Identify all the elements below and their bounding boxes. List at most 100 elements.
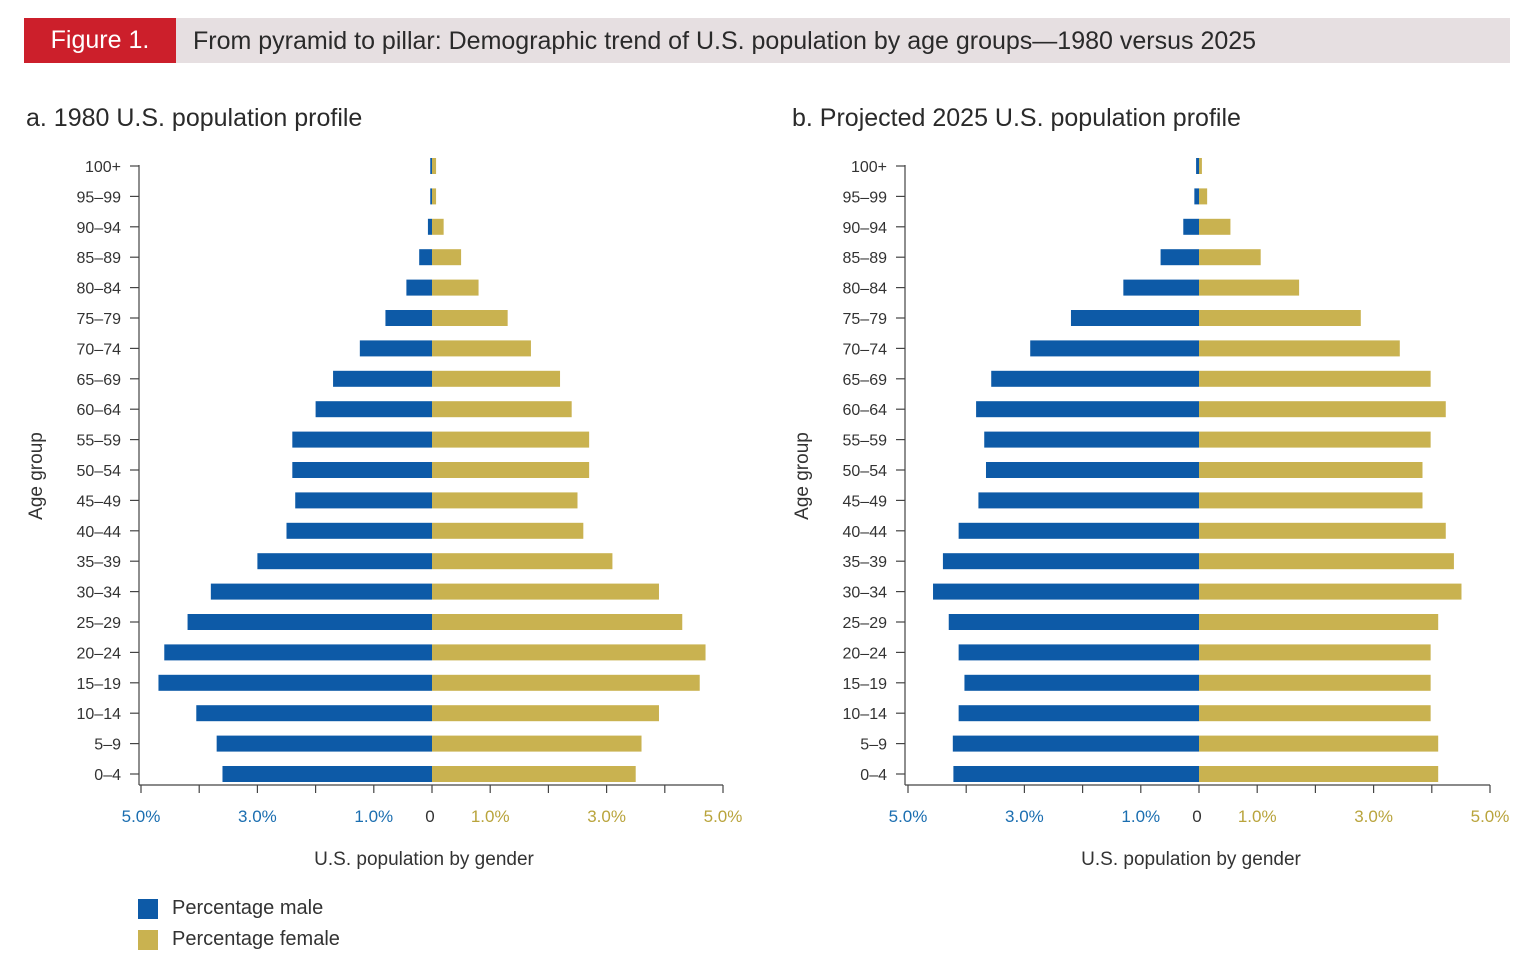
chart-a-y-tick-label: 15–19	[77, 676, 122, 693]
chart-b-bar-male	[1194, 188, 1199, 205]
chart-b-bar-male	[978, 492, 1199, 509]
chart-a-y-axis-label: Age group	[26, 432, 47, 520]
chart-a-x-tick-label: 1.0%	[471, 807, 510, 826]
chart-a-bar-female	[432, 553, 613, 570]
chart-a-bar-male	[427, 218, 432, 235]
chart-a-y-tick-label: 55–59	[77, 433, 122, 450]
chart-a-bar-male	[419, 249, 432, 266]
chart-a-y-tick-label: 45–49	[77, 493, 122, 510]
figure-title: From pyramid to pillar: Demographic tren…	[193, 27, 1257, 55]
chart-a-y-tick-label: 40–44	[77, 524, 122, 541]
legend-male-label: Percentage male	[172, 897, 324, 919]
chart-a-bar-female	[432, 370, 561, 387]
chart-a-bar-male	[164, 644, 432, 661]
chart-b-bar-male	[948, 614, 1199, 630]
chart-a-y-tick-label: 100+	[85, 159, 121, 176]
chart-b-y-tick-label: 45–49	[843, 493, 888, 510]
chart-b-bar-male	[1160, 249, 1199, 266]
chart-b-bar-male	[958, 705, 1199, 722]
chart-b-y-tick-label: 75–79	[843, 311, 888, 328]
chart-a-bar-male	[333, 370, 432, 387]
chart-a-y-tick-label: 0–4	[94, 767, 121, 784]
chart-b-bar-male	[953, 766, 1199, 782]
chart-a-bar-male	[430, 188, 432, 205]
chart-b-bar-female	[1199, 766, 1439, 782]
chart-b-x-tick-label: 5.0%	[1471, 807, 1510, 826]
chart-a-bar-male	[315, 401, 432, 418]
chart-b-bar-male	[984, 431, 1199, 448]
chart-a-x-tick-label: 5.0%	[704, 807, 743, 826]
chart-a-bar-female	[432, 401, 572, 418]
chart-a-x-tick-label: 0	[425, 807, 434, 826]
chart-b-y-tick-label: 80–84	[843, 281, 888, 298]
chart-b-y-tick-label: 30–34	[843, 585, 888, 602]
chart-a-bar-female	[432, 340, 531, 357]
chart-a-bar-female	[432, 522, 584, 539]
chart-b-bar-male	[1030, 340, 1199, 357]
chart-b-bar-female	[1199, 370, 1431, 387]
chart-b-bar-male	[1070, 310, 1199, 326]
chart-b-y-tick-label: 35–39	[843, 554, 888, 571]
chart-a-bar-female	[432, 249, 462, 266]
chart-a-x-tick-label: 3.0%	[238, 807, 277, 826]
chart-b-y-tick-label: 15–19	[843, 676, 888, 693]
chart-a-bar-female	[432, 188, 437, 205]
chart-b-bar-female	[1199, 705, 1431, 722]
chart-b-title: b. Projected 2025 U.S. population profil…	[792, 104, 1241, 132]
chart-b-y-tick-label: 90–94	[843, 220, 888, 237]
chart-a-bar-female	[432, 431, 590, 448]
chart-b-y-tick-label: 40–44	[843, 524, 888, 541]
chart-b-bar-female	[1199, 462, 1423, 478]
chart-a-title: a. 1980 U.S. population profile	[26, 104, 363, 132]
chart-b-bar-male	[991, 370, 1199, 387]
chart-a-bar-male	[430, 158, 432, 174]
chart-b-bar-female	[1199, 340, 1400, 357]
chart-b-x-tick-label: 3.0%	[1354, 807, 1393, 826]
chart-a-y-tick-label: 25–29	[77, 615, 122, 632]
chart-a-y-tick-label: 95–99	[77, 189, 122, 206]
chart-b-bar-male	[1123, 279, 1199, 296]
chart-a-bar-female	[432, 674, 700, 691]
chart-a-y-tick-label: 75–79	[77, 311, 122, 328]
legend-female: Percentage female	[138, 928, 340, 951]
legend-male: Percentage male	[138, 897, 323, 920]
chart-a-y-tick-label: 50–54	[77, 463, 122, 480]
chart-a-bar-female	[432, 310, 508, 326]
chart-a-x-tick-label: 5.0%	[122, 807, 161, 826]
chart-a-bar-male	[292, 462, 432, 478]
chart-a-bar-male	[158, 674, 432, 691]
chart-a-bar-female	[432, 158, 437, 174]
chart-b-x-tick-label: 0	[1192, 807, 1201, 826]
chart-b-y-tick-label: 10–14	[843, 706, 888, 723]
chart-b-bar-male	[985, 462, 1199, 478]
chart-a-bar-female	[432, 766, 636, 782]
chart-a-y-tick-label: 5–9	[94, 737, 121, 754]
chart-a-bar-male	[257, 553, 432, 570]
chart-a-bar-female	[432, 644, 706, 661]
chart-b-bar-male	[933, 583, 1199, 600]
chart-a-y-tick-label: 60–64	[77, 402, 122, 419]
chart-b-bar-female	[1199, 401, 1446, 418]
chart-a-bar-male	[210, 583, 432, 600]
chart-a-x-axis-label: U.S. population by gender	[314, 849, 534, 870]
chart-b-x-axis-label: U.S. population by gender	[1081, 849, 1301, 870]
chart-b-bar-male	[952, 735, 1199, 752]
chart-b-x-tick-label: 1.0%	[1238, 807, 1277, 826]
chart-b-bar-female	[1199, 583, 1462, 600]
chart-b-y-tick-label: 50–54	[843, 463, 888, 480]
chart-a-bar-male	[359, 340, 432, 357]
chart-b-bar-female	[1199, 674, 1431, 691]
chart-a-y-tick-label: 65–69	[77, 372, 122, 389]
chart-b-bar-male	[1183, 218, 1199, 235]
header-bar	[24, 18, 1510, 63]
chart-a-bar-male	[406, 279, 432, 296]
chart-b-bar-male	[964, 674, 1199, 691]
chart-b-bar-male	[942, 553, 1199, 570]
chart-a-y-tick-label: 20–24	[77, 645, 122, 662]
chart-b-bar-female	[1199, 188, 1208, 205]
chart-a-bar-male	[385, 310, 432, 326]
chart-a-y-tick-label: 35–39	[77, 554, 122, 571]
chart-b-y-tick-label: 100+	[851, 159, 887, 176]
chart-b-y-tick-label: 95–99	[843, 189, 888, 206]
chart-b-bar-female	[1199, 614, 1439, 630]
